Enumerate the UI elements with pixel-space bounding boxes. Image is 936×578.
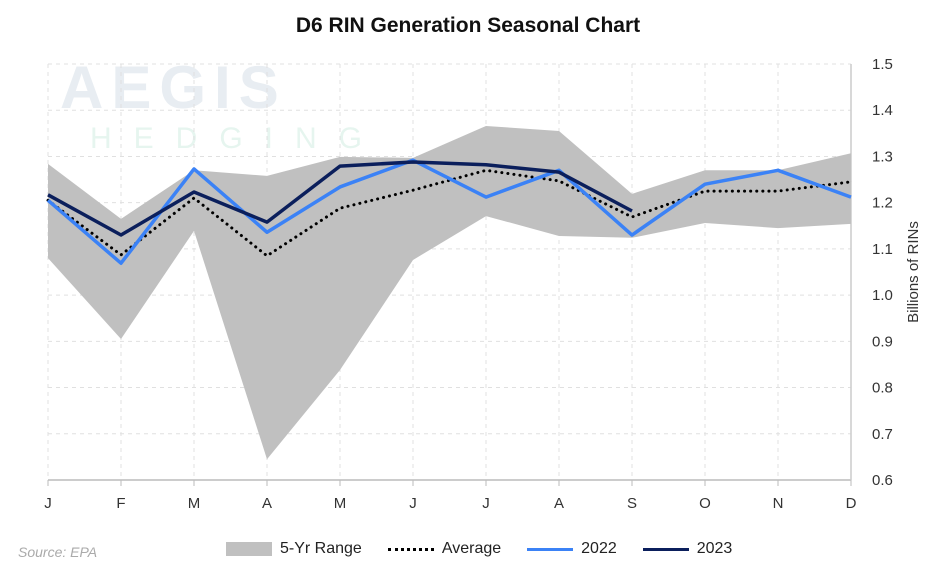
legend-swatch <box>642 547 689 551</box>
x-tick-label: F <box>116 495 125 512</box>
watermark-logo: AEGIS <box>60 54 287 121</box>
legend-label: Average <box>441 540 502 557</box>
x-tick-label: A <box>554 495 564 512</box>
x-tick-label: S <box>627 495 637 512</box>
legend-label: 5-Yr Range <box>280 540 362 557</box>
legend-swatch <box>527 547 574 551</box>
legend-swatch <box>387 547 434 551</box>
y-tick-label: 1.0 <box>872 287 893 304</box>
y-tick-label: 1.3 <box>872 148 893 165</box>
x-tick-label: D <box>846 495 857 512</box>
legend-label: 2022 <box>581 540 617 557</box>
y-tick-label: 1.4 <box>872 102 893 119</box>
x-tick-label: J <box>482 495 490 512</box>
x-tick-label: N <box>773 495 784 512</box>
range-area <box>48 125 851 460</box>
x-tick-label: M <box>334 495 347 512</box>
legend-item-average: Average <box>387 540 502 558</box>
y-tick-label: 1.1 <box>872 241 893 258</box>
legend-item-2022: 2022 <box>527 540 617 558</box>
source-note: Source: EPA <box>18 544 98 560</box>
y-tick-label: 1.2 <box>872 195 893 212</box>
watermark-logo-sub: HEDGING <box>90 122 384 155</box>
series-line-2022 <box>46 158 852 265</box>
legend: 5-Yr Range Average 2022 2023 <box>226 540 732 558</box>
y-tick-label: 1.5 <box>872 56 893 73</box>
x-tick-label: O <box>699 495 711 512</box>
x-tick-label: A <box>262 495 272 512</box>
legend-label: 2023 <box>696 540 733 557</box>
x-tick-label: M <box>188 495 201 512</box>
legend-swatch <box>226 542 272 556</box>
y-tick-label: 0.9 <box>872 333 893 350</box>
legend-item-2023: 2023 <box>642 540 733 558</box>
y-tick-label: 0.6 <box>872 472 893 489</box>
y-tick-label: 0.7 <box>872 426 893 443</box>
x-tick-label: J <box>409 495 417 512</box>
y-axis-label: Billions of RINs <box>905 221 922 323</box>
y-tick-label: 0.8 <box>872 380 893 397</box>
x-tick-label: J <box>44 495 52 512</box>
chart-title: D6 RIN Generation Seasonal Chart <box>295 14 641 37</box>
legend-item-range: 5-Yr Range <box>226 540 362 558</box>
